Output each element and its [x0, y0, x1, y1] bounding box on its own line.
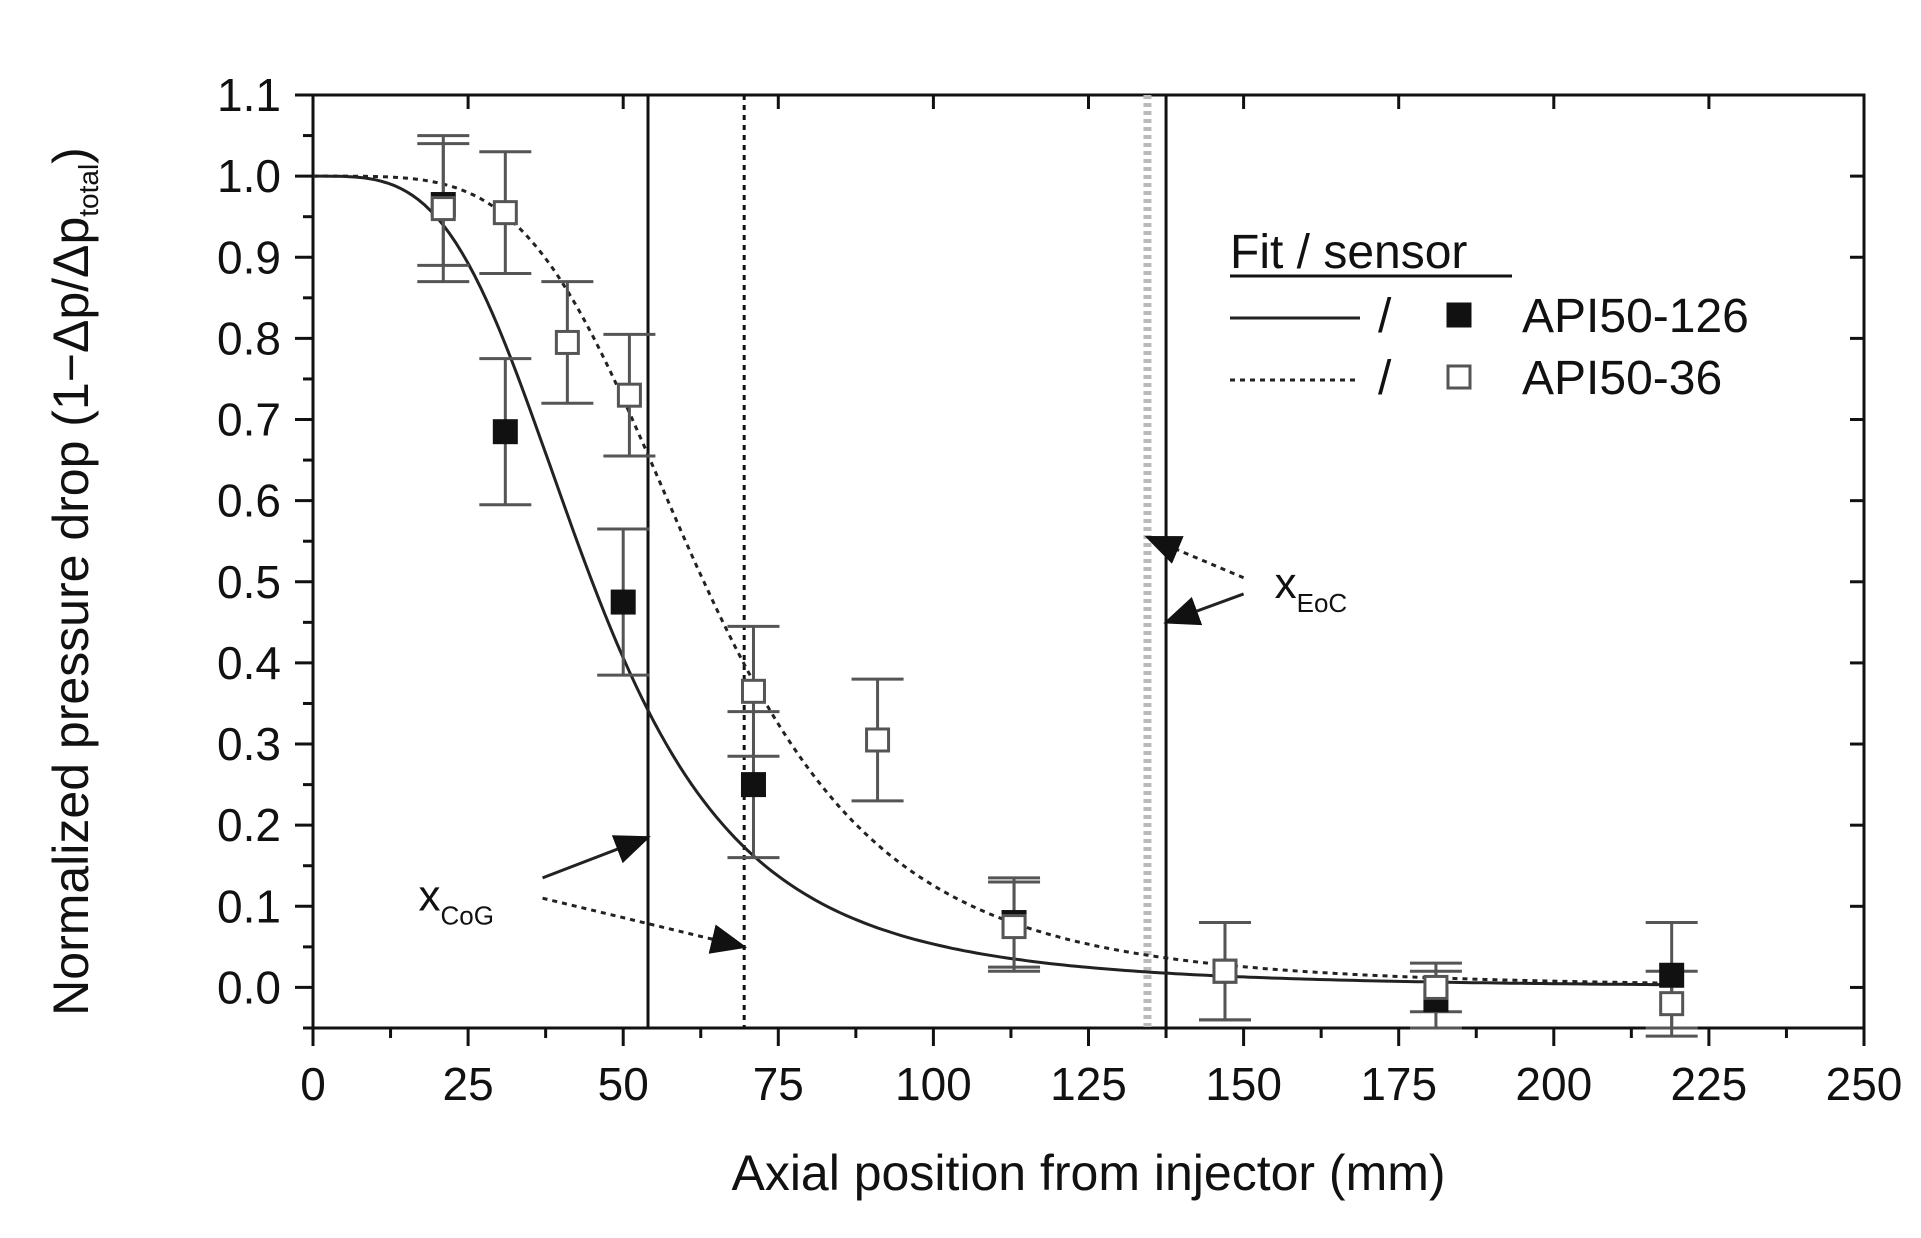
- marker-API50-36: [1659, 991, 1685, 1017]
- y-tick-label: 0.4: [217, 637, 281, 689]
- x-tick-label: 100: [895, 1058, 972, 1110]
- marker-API50-126: [1659, 962, 1685, 988]
- marker-API50-36: [1001, 914, 1027, 940]
- annotation-arrow-3: [1163, 592, 1245, 626]
- marker-API50-36: [554, 329, 580, 355]
- x-axis-title: Axial position from injector (mm): [731, 1145, 1445, 1201]
- legend-title: Fit / sensor: [1230, 226, 1467, 279]
- y-tick-label: 0.1: [217, 880, 281, 932]
- vertical-lines: [646, 95, 1168, 1028]
- axis-labels: 0 25 50 75 100 125 150 175 200 225 250 0.0 0.1 0.2 0.3…: [43, 69, 1902, 1201]
- legend-marker-API50-36: [1446, 364, 1472, 390]
- x-tick-label: 175: [1360, 1058, 1437, 1110]
- y-tick-label: 0.3: [217, 718, 281, 770]
- annotation-CoG: xCoG: [418, 871, 493, 930]
- plot-frame: [311, 93, 1866, 1030]
- legend-label-API50-36: API50-36: [1522, 352, 1722, 405]
- fit-curve-API50-36: [313, 174, 1678, 985]
- marker-API50-36: [1212, 958, 1238, 984]
- legend-separator: /: [1378, 352, 1392, 405]
- fit-curve-API50-126: [313, 174, 1678, 987]
- annotation-arrow-0: [542, 835, 651, 880]
- y-tick-label: 0.5: [217, 556, 281, 608]
- x-tick-label: 0: [300, 1058, 326, 1110]
- marker-API50-36: [430, 196, 456, 222]
- y-axis-title-sub: total: [73, 164, 104, 217]
- y-tick-label: 0.0: [217, 961, 281, 1013]
- x-tick-label: 125: [1050, 1058, 1127, 1110]
- y-axis-title-close: ): [43, 147, 99, 164]
- legend: Fit / sensor / API50-126 / API50-36: [1230, 226, 1749, 405]
- annotation-EoC: xEoC: [1275, 559, 1348, 618]
- marker-API50-36: [1423, 974, 1449, 1000]
- x-tick-label: 200: [1515, 1058, 1592, 1110]
- marker-API50-36: [740, 678, 766, 704]
- annotation-arrows: [542, 535, 1245, 954]
- marker-API50-126: [610, 589, 636, 615]
- annotation-arrow-1: [542, 896, 748, 954]
- x-tick-label: 25: [443, 1058, 494, 1110]
- fit-curves: [313, 174, 1678, 987]
- x-tick-label: 75: [753, 1058, 804, 1110]
- x-tick-label: 250: [1826, 1058, 1903, 1110]
- data-markers: [430, 192, 1685, 1017]
- marker-API50-36: [865, 727, 891, 753]
- y-tick-label: 0.2: [217, 799, 281, 851]
- x-tick-label: 50: [598, 1058, 649, 1110]
- error-bars: [417, 134, 1698, 1038]
- plot-area-border: [311, 93, 1866, 1030]
- annotations: xCoG xEoC: [418, 559, 1347, 930]
- marker-API50-126: [740, 772, 766, 798]
- y-tick-label: 1.0: [217, 150, 281, 202]
- y-tick-label: 0.8: [217, 312, 281, 364]
- y-tick-label: 0.9: [217, 231, 281, 283]
- y-tick-label: 0.6: [217, 475, 281, 527]
- x-tick-label: 225: [1671, 1058, 1748, 1110]
- marker-API50-36: [492, 200, 518, 226]
- y-axis-title-main: Normalized pressure drop (1−Δp/Δp: [43, 217, 99, 1016]
- marker-API50-126: [492, 419, 518, 445]
- x-tick-label: 150: [1205, 1058, 1282, 1110]
- annotation-arrow-2: [1144, 535, 1245, 580]
- y-tick-label: 1.1: [217, 69, 281, 121]
- axis-ticks: [295, 93, 1866, 1046]
- marker-API50-36: [616, 382, 642, 408]
- y-tick-label: 0.7: [217, 394, 281, 446]
- legend-separator: /: [1378, 290, 1392, 343]
- legend-label-API50-126: API50-126: [1522, 290, 1749, 343]
- legend-marker-API50-126: [1446, 302, 1472, 328]
- y-axis-title: Normalized pressure drop (1−Δp/Δptotal): [43, 147, 104, 1016]
